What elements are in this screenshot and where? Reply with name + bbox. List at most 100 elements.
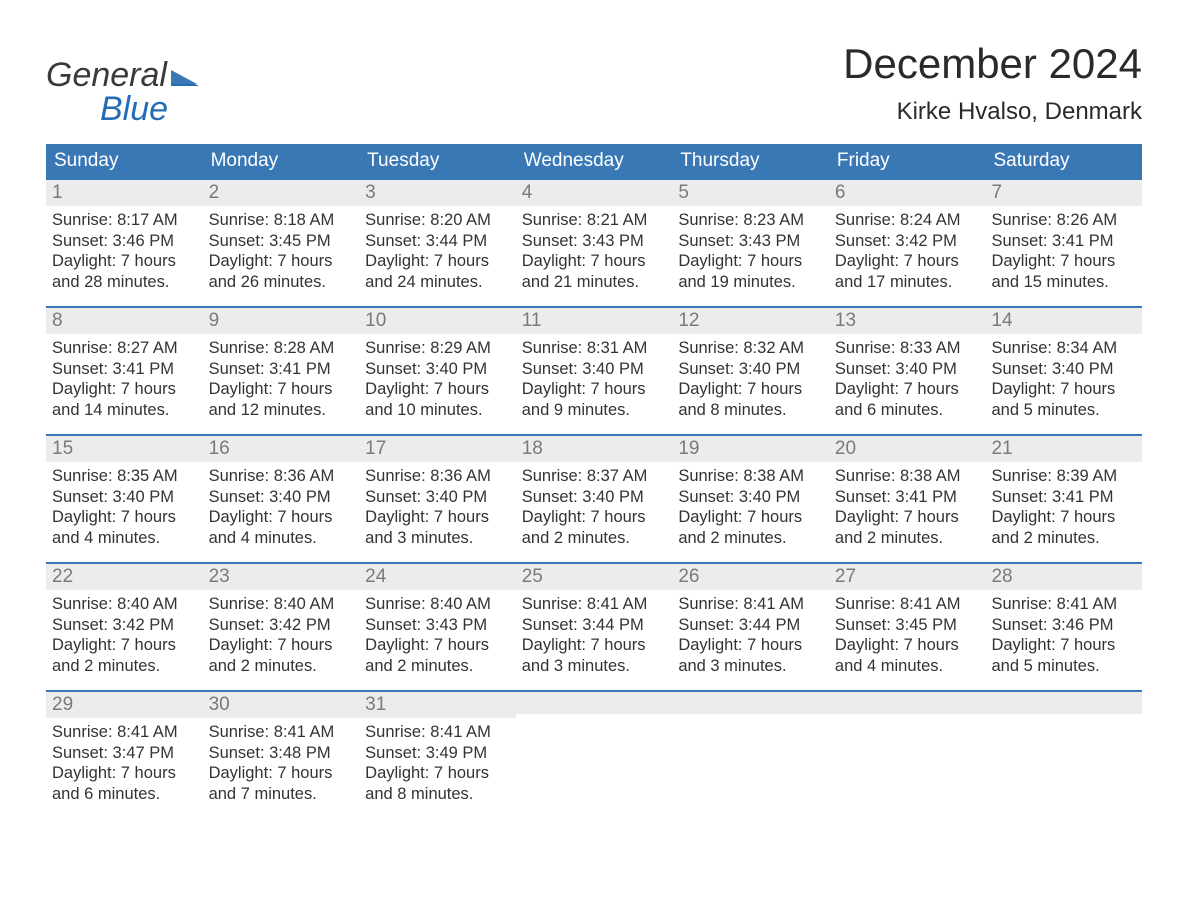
calendar-day: 24Sunrise: 8:40 AMSunset: 3:43 PMDayligh… — [359, 564, 516, 690]
calendar-day: 23Sunrise: 8:40 AMSunset: 3:42 PMDayligh… — [203, 564, 360, 690]
calendar-day: 17Sunrise: 8:36 AMSunset: 3:40 PMDayligh… — [359, 436, 516, 562]
calendar-day — [829, 692, 986, 818]
calendar-day: 7Sunrise: 8:26 AMSunset: 3:41 PMDaylight… — [985, 180, 1142, 306]
day-number: 19 — [678, 438, 699, 459]
daylight-line1: Daylight: 7 hours — [835, 379, 980, 400]
daylight-line1: Daylight: 7 hours — [209, 635, 354, 656]
month-title: December 2024 — [843, 40, 1142, 88]
day-details: Sunrise: 8:24 AMSunset: 3:42 PMDaylight:… — [835, 206, 980, 293]
sunset-text: Sunset: 3:40 PM — [365, 487, 510, 508]
calendar-day: 29 Sunrise: 8:41 AMSunset: 3:47 PMDayligh… — [46, 692, 203, 818]
dow-sunday: Sunday — [46, 144, 203, 178]
calendar-day: 2Sunrise: 8:18 AMSunset: 3:45 PMDaylight… — [203, 180, 360, 306]
day-details: Sunrise: 8:41 AMSunset: 3:44 PMDaylight:… — [678, 590, 823, 677]
calendar-day: 13Sunrise: 8:33 AMSunset: 3:40 PMDayligh… — [829, 308, 986, 434]
day-number: 28 — [991, 566, 1012, 587]
day-number: 8 — [52, 310, 63, 331]
day-details: Sunrise: 8:27 AMSunset: 3:41 PMDaylight:… — [52, 334, 197, 421]
calendar-day — [985, 692, 1142, 818]
daylight-line1: Daylight: 7 hours — [365, 507, 510, 528]
calendar-day: 21Sunrise: 8:39 AMSunset: 3:41 PMDayligh… — [985, 436, 1142, 562]
sunrise-text: Sunrise: 8:38 AM — [835, 466, 980, 487]
dow-tuesday: Tuesday — [359, 144, 516, 178]
sunset-text: Sunset: 3:46 PM — [52, 231, 197, 252]
sunset-text: Sunset: 3:42 PM — [835, 231, 980, 252]
calendar-day: 3Sunrise: 8:20 AMSunset: 3:44 PMDaylight… — [359, 180, 516, 306]
day-details: Sunrise: 8:41 AMSunset: 3:49 PMDaylight:… — [365, 718, 510, 805]
daylight-line2: and 2 minutes. — [678, 528, 823, 549]
day-number: 20 — [835, 438, 856, 459]
sunrise-text: Sunrise: 8:18 AM — [209, 210, 354, 231]
daylight-line2: and 19 minutes. — [678, 272, 823, 293]
sunrise-text: Sunrise: 8:39 AM — [991, 466, 1136, 487]
page-header: General Blue December 2024 Kirke Hvalso,… — [46, 40, 1142, 126]
sunrise-text: Sunrise: 8:41 AM — [522, 594, 667, 615]
calendar-week: 29 Sunrise: 8:41 AMSunset: 3:47 PMDayligh… — [46, 690, 1142, 818]
sunrise-text: Sunrise: 8:32 AM — [678, 338, 823, 359]
day-number: 16 — [209, 438, 230, 459]
sunrise-text: Sunrise: 8:41 AM — [678, 594, 823, 615]
daylight-line2: and 2 minutes. — [52, 656, 197, 677]
day-number: 1 — [52, 182, 63, 203]
day-number: 14 — [991, 310, 1012, 331]
sunset-text: Sunset: 3:40 PM — [522, 487, 667, 508]
calendar-day: 19Sunrise: 8:38 AMSunset: 3:40 PMDayligh… — [672, 436, 829, 562]
day-details: Sunrise: 8:21 AMSunset: 3:43 PMDaylight:… — [522, 206, 667, 293]
daylight-line2: and 3 minutes. — [678, 656, 823, 677]
dow-monday: Monday — [203, 144, 360, 178]
calendar-day: 16 Sunrise: 8:36 AMSunset: 3:40 PMDayligh… — [203, 436, 360, 562]
sunset-text: Sunset: 3:43 PM — [678, 231, 823, 252]
day-number: 3 — [365, 182, 376, 203]
sunrise-text: Sunrise: 8:31 AM — [522, 338, 667, 359]
sunrise-text: Sunrise: 8:41 AM — [991, 594, 1136, 615]
dow-thursday: Thursday — [672, 144, 829, 178]
sunset-text: Sunset: 3:40 PM — [678, 487, 823, 508]
daylight-line2: and 2 minutes. — [209, 656, 354, 677]
daylight-line2: and 4 minutes. — [209, 528, 354, 549]
logo-text-blue: Blue — [46, 92, 199, 126]
day-details: Sunrise: 8:29 AMSunset: 3:40 PMDaylight:… — [365, 334, 510, 421]
day-number: 6 — [835, 182, 846, 203]
day-details: Sunrise: 8:31 AMSunset: 3:40 PMDaylight:… — [522, 334, 667, 421]
daylight-line1: Daylight: 7 hours — [991, 635, 1136, 656]
dow-wednesday: Wednesday — [516, 144, 673, 178]
daylight-line1: Daylight: 7 hours — [52, 763, 197, 784]
daylight-line1: Daylight: 7 hours — [835, 251, 980, 272]
sunset-text: Sunset: 3:41 PM — [991, 231, 1136, 252]
daylight-line2: and 5 minutes. — [991, 656, 1136, 677]
daylight-line2: and 4 minutes. — [52, 528, 197, 549]
sunrise-text: Sunrise: 8:26 AM — [991, 210, 1136, 231]
day-number: 2 — [209, 182, 220, 203]
calendar-day: 6 Sunrise: 8:24 AMSunset: 3:42 PMDaylight… — [829, 180, 986, 306]
dow-friday: Friday — [829, 144, 986, 178]
calendar-day: 11Sunrise: 8:31 AMSunset: 3:40 PMDayligh… — [516, 308, 673, 434]
daylight-line1: Daylight: 7 hours — [209, 251, 354, 272]
sunset-text: Sunset: 3:44 PM — [365, 231, 510, 252]
day-details: Sunrise: 8:33 AMSunset: 3:40 PMDaylight:… — [835, 334, 980, 421]
sunset-text: Sunset: 3:42 PM — [52, 615, 197, 636]
daylight-line2: and 2 minutes. — [991, 528, 1136, 549]
day-number: 23 — [209, 566, 230, 587]
day-details: Sunrise: 8:41 AMSunset: 3:47 PMDaylight:… — [52, 718, 197, 805]
day-details: Sunrise: 8:41 AMSunset: 3:46 PMDaylight:… — [991, 590, 1136, 677]
daylight-line2: and 2 minutes. — [835, 528, 980, 549]
day-number: 24 — [365, 566, 386, 587]
daylight-line2: and 24 minutes. — [365, 272, 510, 293]
calendar-day: 27Sunrise: 8:41 AMSunset: 3:45 PMDayligh… — [829, 564, 986, 690]
day-details: Sunrise: 8:41 AMSunset: 3:48 PMDaylight:… — [209, 718, 354, 805]
day-details: Sunrise: 8:36 AMSunset: 3:40 PMDaylight:… — [209, 462, 354, 549]
day-number: 29 — [52, 694, 73, 715]
flag-icon — [171, 64, 199, 86]
sunset-text: Sunset: 3:43 PM — [522, 231, 667, 252]
sunset-text: Sunset: 3:40 PM — [835, 359, 980, 380]
sunset-text: Sunset: 3:41 PM — [52, 359, 197, 380]
sunrise-text: Sunrise: 8:40 AM — [365, 594, 510, 615]
calendar-day: 1Sunrise: 8:17 AMSunset: 3:46 PMDaylight… — [46, 180, 203, 306]
sunrise-text: Sunrise: 8:20 AM — [365, 210, 510, 231]
calendar-day: 28 Sunrise: 8:41 AMSunset: 3:46 PMDayligh… — [985, 564, 1142, 690]
sunrise-text: Sunrise: 8:34 AM — [991, 338, 1136, 359]
daylight-line2: and 2 minutes. — [522, 528, 667, 549]
daylight-line1: Daylight: 7 hours — [52, 379, 197, 400]
day-number: 25 — [522, 566, 543, 587]
calendar: Sunday Monday Tuesday Wednesday Thursday… — [46, 144, 1142, 818]
